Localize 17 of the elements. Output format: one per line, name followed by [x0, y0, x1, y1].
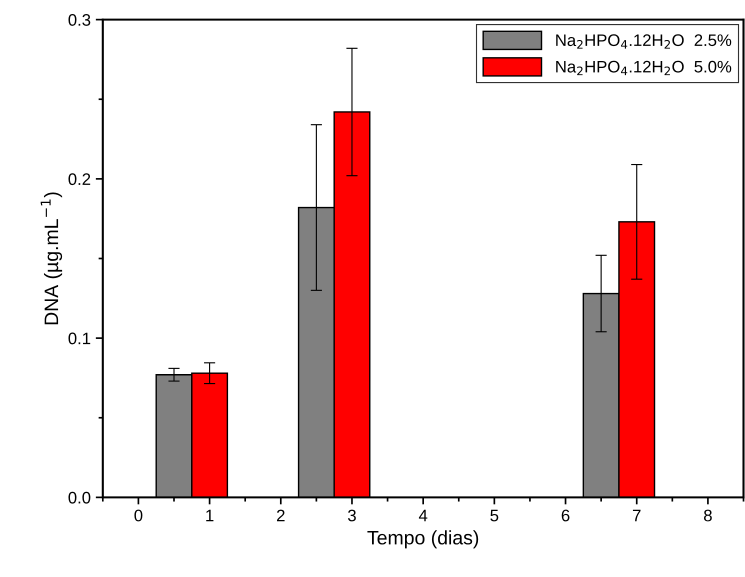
x-tick-label: 1	[206, 510, 214, 522]
x-tick-label: 4	[418, 510, 428, 522]
y-tick-label: 0.0	[68, 492, 90, 504]
x-tick-label: 7	[632, 510, 641, 522]
legend-label: Na$_{2}$HPO$_{4}$.12H$_{2}$O 2.5%	[556, 34, 732, 49]
x-tick-label: 8	[704, 510, 712, 522]
legend-label: Na$_{2}$HPO$_{4}$.12H$_{2}$O 5.0%	[556, 60, 732, 76]
x-tick-label: 5	[490, 510, 498, 522]
y-axis-title: DNA (µg.mL$^{−1}$)	[40, 192, 62, 324]
y-tick-label: 0.3	[68, 14, 90, 26]
y-tick-label: 0.1	[68, 332, 90, 344]
x-tick-label: 2	[276, 510, 285, 522]
y-tick-label: 0.2	[68, 173, 90, 186]
x-tick-label: 0	[134, 510, 142, 522]
x-axis-title: Tempo (dias)	[367, 530, 478, 548]
x-tick-label: 6	[562, 510, 570, 522]
x-tick-label: 3	[348, 510, 356, 522]
